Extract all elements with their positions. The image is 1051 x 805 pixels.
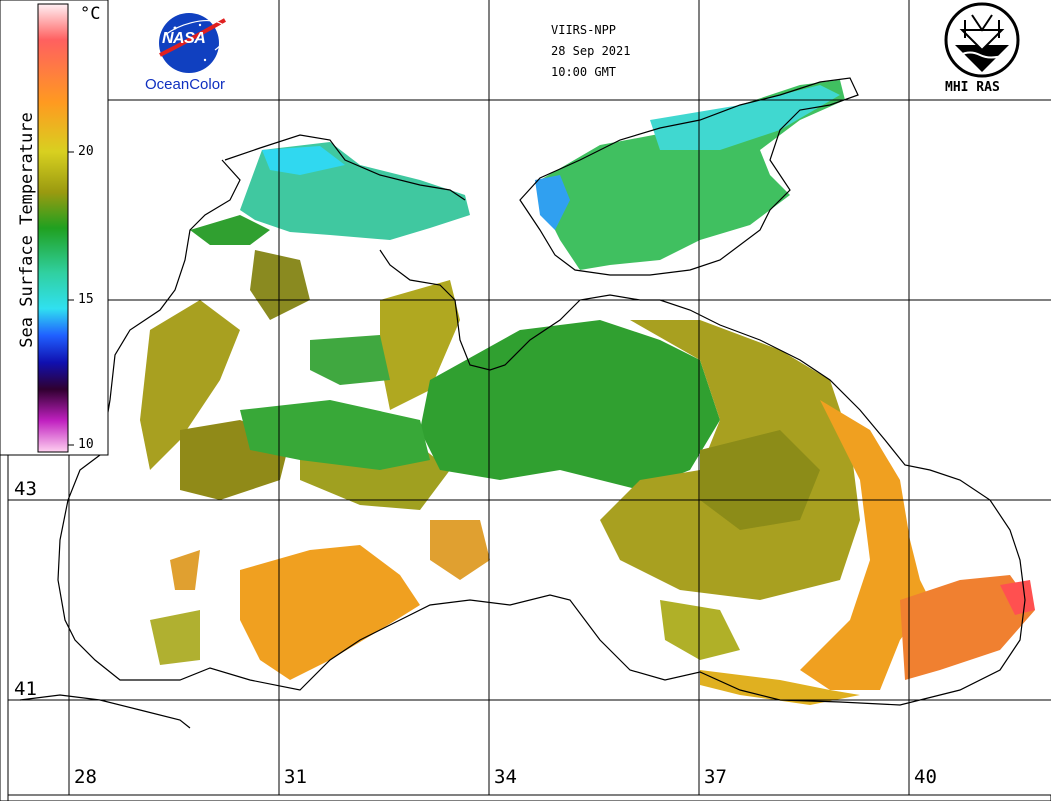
longitude-label-31: 31 [284,766,307,788]
colorbar-title-text: Sea Surface Temperature [17,112,37,348]
colorbar-tick-20: 20 [78,144,94,159]
time-label: 10:00 GMT [551,65,617,79]
longitude-label-40: 40 [914,766,937,788]
colorbar-title: Sea Surface Temperature [17,70,37,390]
satellite-label: VIIRS-NPP [551,23,617,37]
coastline [19,77,1026,729]
nasa-wordmark: NASA [162,30,206,47]
mhi-label: MHI RAS [945,80,1000,95]
oceancolor-label: OceanColor [145,76,226,93]
longitude-label-34: 34 [494,766,517,788]
longitude-label-37: 37 [704,766,727,788]
nasa-logo [159,13,228,73]
colorbar-tick-15: 15 [78,292,94,307]
colorbar-tick-10: 10 [78,437,94,452]
latitude-label-41: 41 [14,678,37,700]
colorbar [0,0,109,456]
sst-data-layer [140,80,1035,705]
colorbar-unit: °C [80,4,101,24]
date-label: 28 Sep 2021 [551,44,631,58]
mhi-logo-icon [944,2,1020,78]
latitude-label-43: 43 [14,478,37,500]
longitude-label-28: 28 [74,766,97,788]
